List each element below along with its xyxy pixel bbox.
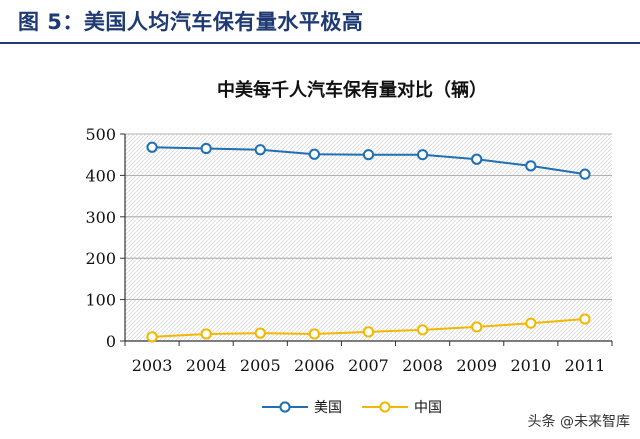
- legend: 美国 中国: [262, 400, 442, 416]
- series-0: [146, 141, 591, 180]
- figure-title: 图 5：美国人均汽车保有量水平极高: [18, 10, 364, 34]
- y-tick-label: 400: [85, 166, 116, 185]
- x-tick-label: 2007: [348, 356, 389, 375]
- data-point: [200, 142, 212, 155]
- y-tick-label: 0: [106, 332, 116, 351]
- data-point: [417, 149, 429, 161]
- plot-area: [125, 134, 612, 341]
- data-point: [146, 141, 158, 153]
- gridlines: [125, 133, 612, 301]
- data-point: [525, 160, 537, 172]
- watermark: 头条 @未来智库: [527, 414, 630, 430]
- y-tick-label: 500: [85, 125, 116, 144]
- data-point: [254, 144, 266, 156]
- data-point: [146, 331, 158, 343]
- x-tick-label: 2003: [132, 356, 173, 375]
- x-tick-label: 2008: [402, 356, 443, 375]
- series: [146, 141, 591, 343]
- y-tick-label: 300: [85, 208, 116, 227]
- y-tick-label: 200: [85, 249, 116, 268]
- data-point: [308, 328, 320, 340]
- data-point: [579, 313, 591, 325]
- legend-label: 中国: [414, 400, 442, 416]
- title-divider: [0, 42, 640, 44]
- data-point: [254, 327, 266, 339]
- x-tick-label: 2011: [565, 356, 606, 375]
- data-point: [471, 153, 483, 165]
- legend-swatch-marker: [279, 401, 291, 413]
- legend-item: 美国: [262, 400, 342, 416]
- x-tick-label: 2005: [240, 356, 281, 375]
- data-point: [471, 321, 483, 333]
- chart-title: 中美每千人汽车保有量对比（辆）: [217, 79, 487, 101]
- legend-swatch-marker: [379, 401, 391, 413]
- y-tick-label: 100: [85, 291, 116, 310]
- legend-item: 中国: [362, 400, 442, 416]
- series-1: [146, 313, 591, 343]
- data-point: [200, 328, 212, 340]
- data-point: [362, 326, 375, 338]
- legend-label: 美国: [314, 400, 342, 416]
- data-point: [525, 317, 537, 329]
- x-tick-label: 2009: [456, 356, 497, 375]
- x-tick-label: 2010: [510, 356, 551, 375]
- x-tick-label: 2004: [186, 356, 227, 375]
- axes: 0 100 200 300 400 500 2003 2004 2005 2006 2007 2008…: [85, 125, 613, 375]
- data-point: [579, 168, 591, 180]
- data-point: [308, 148, 320, 160]
- data-point: [417, 324, 429, 336]
- data-point: [362, 149, 375, 161]
- x-tick-label: 2006: [294, 356, 335, 375]
